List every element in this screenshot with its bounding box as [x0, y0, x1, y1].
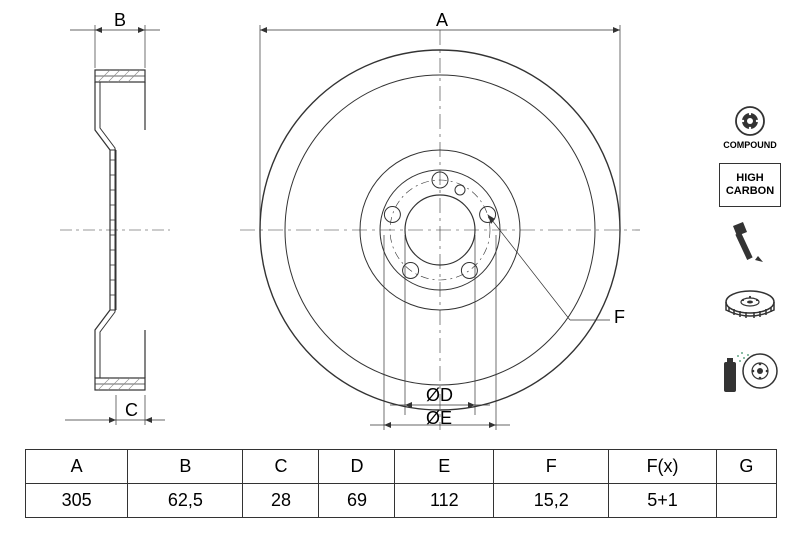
- val-fx: 5+1: [609, 484, 716, 518]
- col-d: D: [319, 450, 395, 484]
- val-f: 15,2: [494, 484, 609, 518]
- val-d: 69: [319, 484, 395, 518]
- col-a: A: [26, 450, 128, 484]
- col-f: F: [494, 450, 609, 484]
- val-a: 305: [26, 484, 128, 518]
- col-b: B: [128, 450, 243, 484]
- val-e: 112: [395, 484, 494, 518]
- dimension-f: [488, 215, 610, 321]
- label-e: ØE: [426, 408, 452, 429]
- label-b: B: [114, 10, 126, 31]
- label-f: F: [614, 307, 625, 328]
- val-g: [716, 484, 776, 518]
- high-carbon-icon: HIGH CARBON: [719, 163, 781, 207]
- col-e: E: [395, 450, 494, 484]
- label-a: A: [436, 10, 448, 31]
- dimension-c: [65, 395, 165, 425]
- label-d: ØD: [426, 385, 453, 406]
- col-g: G: [716, 450, 776, 484]
- col-c: C: [243, 450, 319, 484]
- screw-icon: [719, 215, 781, 270]
- high-carbon-line1: HIGH: [736, 172, 764, 184]
- table-value-row: 305 62,5 28 69 112 15,2 5+1: [26, 484, 777, 518]
- vented-disc-icon: [719, 278, 781, 333]
- table-header-row: A B C D E F F(x) G: [26, 450, 777, 484]
- compound-icon: COMPOUND: [719, 100, 781, 155]
- coated-disc-icon: [719, 341, 781, 396]
- label-c: C: [125, 400, 138, 421]
- side-view: [60, 70, 170, 390]
- val-b: 62,5: [128, 484, 243, 518]
- feature-icons: COMPOUND HIGH CARBON: [715, 100, 785, 396]
- front-view: [240, 30, 640, 430]
- dimensions-table: A B C D E F F(x) G 305 62,5 28 69 112 15…: [25, 449, 777, 518]
- compound-label: COMPOUND: [723, 140, 777, 150]
- val-c: 28: [243, 484, 319, 518]
- high-carbon-line2: CARBON: [726, 185, 774, 197]
- technical-drawing: B A C ØD ØE F: [10, 10, 640, 440]
- dimension-b: [70, 25, 160, 68]
- col-fx: F(x): [609, 450, 716, 484]
